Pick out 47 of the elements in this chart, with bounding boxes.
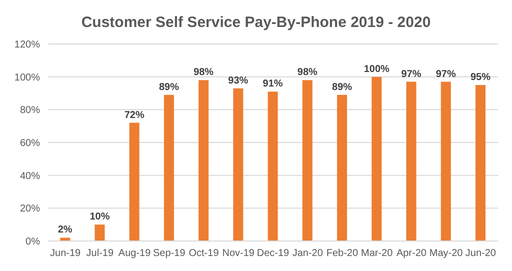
chart-title: Customer Self Service Pay-By-Phone 2019 - 2020	[80, 13, 432, 33]
x-tick-label: Sep-19	[153, 248, 186, 260]
bar	[337, 94, 348, 241]
data-label: 93%	[228, 75, 248, 86]
x-tick-label: Aug-19	[118, 248, 152, 260]
data-label: 97%	[436, 68, 456, 80]
data-label: 98%	[194, 67, 214, 78]
data-label: 2%	[58, 224, 72, 236]
data-label: 91%	[262, 78, 283, 90]
x-tick-label: Mar-20	[361, 248, 394, 260]
data-label: 100%	[364, 64, 390, 75]
bar	[440, 82, 451, 241]
y-tick-label: 40%	[20, 170, 40, 182]
data-label: 89%	[332, 82, 352, 93]
bar	[476, 85, 486, 241]
data-label: 97%	[401, 68, 422, 80]
data-label: 72%	[124, 110, 144, 121]
y-tick-label: 20%	[20, 204, 40, 215]
y-tick-label: 0%	[26, 236, 40, 248]
x-tick-label: Nov-19	[222, 248, 255, 260]
x-tick-label: Dec-19	[256, 248, 290, 260]
y-tick-label: 80%	[20, 105, 40, 116]
data-label: 98%	[297, 67, 318, 78]
x-tick-label: May-20	[429, 248, 464, 260]
x-tick-label: Jun-19	[50, 248, 82, 260]
bar	[94, 224, 105, 241]
data-label: 89%	[158, 82, 180, 93]
data-label: 10%	[90, 212, 110, 223]
bar	[164, 94, 174, 241]
x-tick-label: Feb-20	[326, 248, 359, 260]
y-tick-label: 120%	[14, 40, 40, 51]
bar	[129, 122, 140, 241]
bar	[372, 76, 382, 241]
x-tick-label: Jan-20	[292, 248, 324, 260]
y-tick-label: 100%	[14, 72, 40, 84]
bar	[198, 80, 209, 241]
data-label: 95%	[470, 72, 491, 84]
x-tick-label: Apr-20	[396, 248, 427, 260]
bar	[268, 92, 278, 241]
bar	[302, 80, 312, 241]
x-tick-label: Oct-19	[188, 248, 220, 260]
bar	[60, 238, 70, 241]
bar	[233, 88, 244, 241]
x-tick-label: Jul-19	[86, 248, 114, 260]
x-tick-label: Jun-20	[465, 248, 496, 260]
bar	[406, 82, 416, 241]
y-tick-label: 60%	[20, 138, 40, 150]
